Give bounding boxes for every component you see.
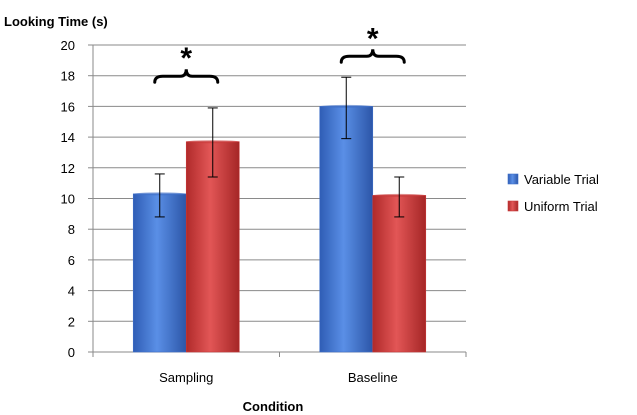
y-tick-label: 4: [68, 284, 75, 299]
bar: [319, 106, 374, 353]
x-category-label: Baseline: [348, 370, 398, 385]
bar: [372, 195, 427, 353]
error-bars: [154, 76, 405, 218]
bars: [132, 104, 427, 353]
x-axis-title: Condition: [243, 399, 304, 414]
significance-brace: [339, 49, 406, 64]
significance-star: *: [367, 22, 379, 55]
y-tick-labels: 0 2 4 6 8 10 12 14 16 18 20: [61, 38, 75, 360]
y-tick-label: 0: [68, 345, 75, 360]
legend-label: Uniform Trial: [524, 199, 598, 214]
x-category-labels: Sampling Baseline: [159, 370, 398, 385]
legend-label: Variable Trial: [524, 172, 599, 187]
y-tick-label: 14: [61, 130, 75, 145]
y-tick-label: 10: [61, 192, 75, 207]
significance-star: *: [180, 42, 192, 75]
annotations: **: [153, 22, 406, 84]
legend-swatch: [507, 200, 519, 212]
y-tick-label: 8: [68, 222, 75, 237]
legend-swatch: [507, 173, 519, 185]
y-axis-title: Looking Time (s): [4, 14, 108, 29]
y-tick-label: 6: [68, 253, 75, 268]
y-tick-label: 16: [61, 99, 75, 114]
y-tick-label: 18: [61, 69, 75, 84]
legend: Variable Trial Uniform Trial: [507, 172, 599, 214]
bar: [132, 193, 187, 353]
x-category-label: Sampling: [159, 370, 213, 385]
significance-brace: [153, 69, 220, 84]
y-tick-label: 20: [61, 38, 75, 53]
y-tick-label: 12: [61, 161, 75, 176]
y-tick-label: 2: [68, 314, 75, 329]
